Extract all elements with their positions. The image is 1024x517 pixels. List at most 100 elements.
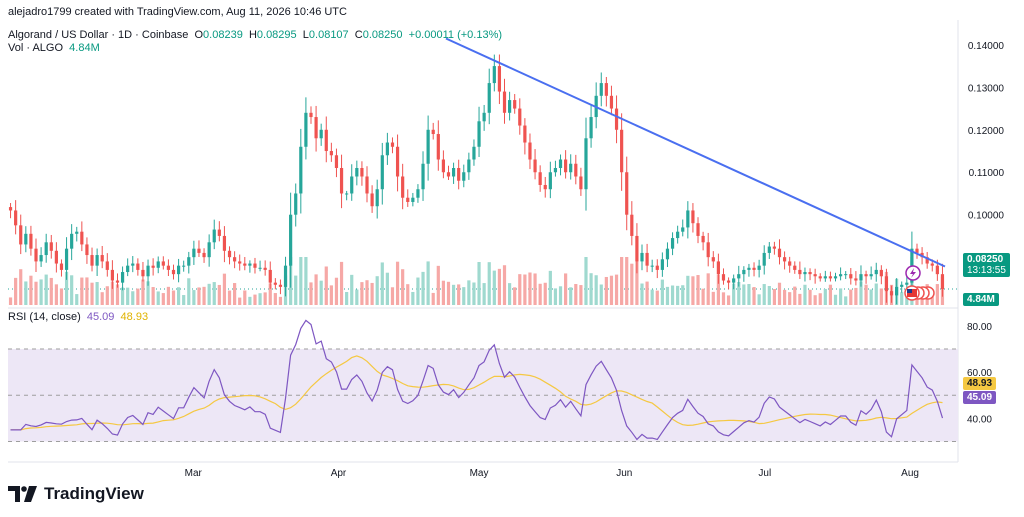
- volume-bar: [757, 294, 761, 305]
- rsi-value: 45.09: [86, 311, 115, 323]
- candle-body: [426, 129, 430, 164]
- candle-body: [80, 231, 84, 245]
- volume-bar: [502, 265, 507, 305]
- volume-bar: [518, 274, 522, 305]
- volume-bar: [782, 289, 787, 305]
- volume-bar: [508, 283, 512, 305]
- trendline-layer[interactable]: [445, 37, 946, 268]
- candle-body: [502, 91, 507, 113]
- volume-bar: [716, 274, 720, 305]
- ohlc-legend: Algorand / US Dollar · 1D · Coinbase O0.…: [8, 29, 502, 41]
- volume-bar: [747, 284, 751, 305]
- high-label: H: [248, 29, 257, 41]
- symbol-name[interactable]: Algorand / US Dollar · 1D · Coinbase: [8, 29, 189, 41]
- candle-body: [930, 263, 934, 266]
- candle-body: [889, 291, 894, 296]
- candle-body: [217, 229, 221, 236]
- candle-body: [365, 176, 369, 194]
- candle-body: [187, 257, 191, 266]
- volume-bar: [711, 291, 715, 305]
- volume-bar: [854, 287, 858, 305]
- tradingview-logo[interactable]: TradingView: [8, 484, 144, 504]
- close-value: 0.08250: [362, 29, 403, 41]
- volume-bar: [793, 286, 797, 305]
- chart-canvas[interactable]: 0.140000.130000.120000.110000.100000.090…: [0, 0, 1024, 480]
- volume-bar: [207, 283, 211, 305]
- candle-body: [492, 66, 496, 84]
- volume-bar: [54, 284, 58, 305]
- candle-body: [141, 269, 145, 277]
- volume-bar: [161, 293, 165, 305]
- volume-bar: [839, 288, 843, 305]
- volume-bar: [131, 291, 135, 305]
- volume-bar: [350, 274, 354, 305]
- volume-bar: [416, 277, 420, 305]
- volume-bar: [380, 262, 384, 305]
- candle-body: [29, 233, 33, 249]
- candle-body: [839, 274, 843, 277]
- candle-body: [120, 272, 125, 283]
- candle-body: [253, 263, 257, 268]
- volume-bar: [436, 265, 440, 305]
- event-markers[interactable]: [904, 265, 935, 301]
- volume-label[interactable]: Vol · ALGO: [8, 42, 64, 54]
- volume-bar: [737, 282, 741, 305]
- volume-bar: [579, 285, 583, 305]
- volume-bar: [788, 292, 792, 305]
- candle-body: [59, 263, 64, 270]
- candle-body: [782, 257, 787, 262]
- candle-body: [324, 129, 328, 152]
- volume-bar: [176, 287, 181, 305]
- volume-bar: [650, 289, 654, 305]
- volume-bar: [625, 257, 629, 305]
- candle-body: [681, 227, 685, 232]
- volume-bar: [238, 297, 242, 305]
- volume-bar: [44, 274, 48, 305]
- volume-bar: [676, 285, 680, 305]
- candle-body: [660, 259, 664, 270]
- volume-bar: [19, 269, 23, 305]
- volume-bar: [324, 266, 328, 305]
- rsi-label[interactable]: RSI (14, close): [8, 311, 81, 323]
- volume-bar: [278, 296, 283, 305]
- volume-bar: [75, 294, 79, 305]
- candle-body: [640, 252, 644, 262]
- candle-body: [558, 159, 563, 168]
- volume-bar: [141, 279, 145, 305]
- candle-body: [268, 269, 272, 283]
- candle-body: [670, 238, 675, 249]
- candle-body: [732, 278, 736, 283]
- candle-body: [864, 274, 868, 277]
- volume-bar: [665, 286, 670, 305]
- candle-body: [854, 278, 858, 281]
- volume-bar: [701, 288, 705, 305]
- candle-body: [390, 142, 395, 147]
- volume-bar: [59, 288, 64, 305]
- candle-body: [742, 269, 746, 275]
- candle-body: [462, 172, 466, 181]
- candle-body: [604, 83, 608, 96]
- volume-bar: [574, 284, 578, 305]
- volume-bar: [441, 280, 445, 305]
- candle-body: [849, 274, 853, 279]
- candle-body: [798, 269, 802, 275]
- candle-body: [436, 134, 440, 160]
- volume-bar: [49, 277, 53, 305]
- volume-bar: [319, 280, 323, 305]
- volume-bar: [222, 273, 227, 305]
- volume-bar: [681, 285, 685, 305]
- volume-bar: [935, 284, 939, 305]
- volume-bar: [482, 283, 486, 305]
- time-tick-label: May: [470, 468, 489, 479]
- candle-body: [171, 269, 176, 275]
- candle-body: [355, 168, 359, 177]
- candle-body: [457, 168, 461, 181]
- volume-bar: [589, 273, 593, 305]
- candlesticks: [8, 54, 945, 305]
- candle-body: [752, 267, 756, 270]
- resistance-trendline: [445, 37, 946, 268]
- candle-body: [380, 155, 384, 190]
- candle-body: [772, 246, 777, 249]
- candle-body: [614, 108, 619, 130]
- volume-badge: 4.84M: [963, 293, 999, 306]
